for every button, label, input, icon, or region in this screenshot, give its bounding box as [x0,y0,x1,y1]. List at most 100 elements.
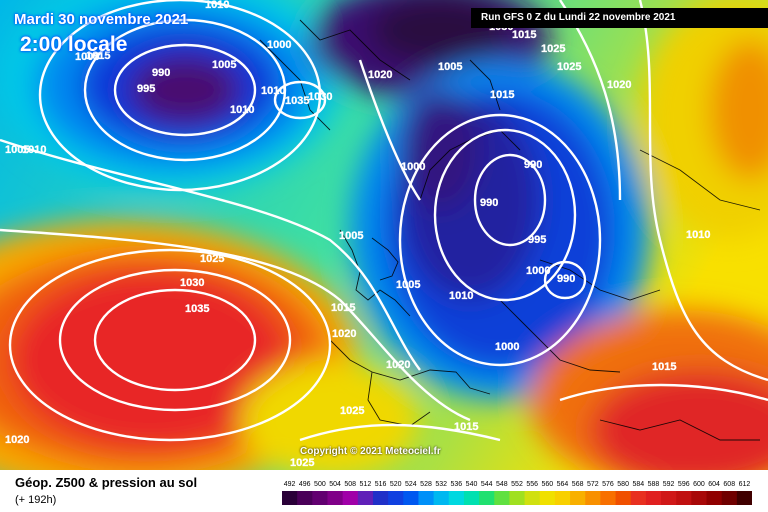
legend-value-label: 504 [329,481,341,488]
legend-swatch [600,491,617,505]
legend-swatch [706,491,723,505]
legend-value-label: 524 [405,481,417,488]
valid-date: Mardi 30 novembre 2021 [14,11,189,28]
legend-swatch [524,491,541,505]
isobar-label: 1005 [5,144,29,156]
isobar-label: 1005 [396,279,420,291]
isobar-label: 1000 [526,265,550,277]
footer-bar: Géop. Z500 & pression au sol (+ 192h) 49… [0,470,768,512]
legend-value-label: 520 [390,481,402,488]
legend-value-label: 596 [678,481,690,488]
legend-swatch [418,491,435,505]
isobar-label: 1035 [185,303,209,315]
isobar-label: 1000 [495,341,519,353]
isobar-label: 1025 [340,405,364,417]
isobar-label: 1000 [401,161,425,173]
local-time: 2:00 locale [20,33,128,56]
isobar-label: 1015 [512,29,536,41]
legend-swatch [721,491,738,505]
isobars [0,0,768,440]
isobar-label: 1020 [5,434,29,446]
legend-swatch [463,491,480,505]
product-title: Géop. Z500 & pression au sol [15,475,198,490]
isobar-label: 990 [152,67,170,79]
legend-value-label: 492 [284,481,296,488]
isobar-label: 1005 [339,230,363,242]
legend-swatch [661,491,677,505]
isobar-label: 1030 [308,91,332,103]
isobar-label: 1015 [454,421,478,433]
isobar-label: 1020 [607,79,631,91]
legend-value-label: 512 [360,481,372,488]
legend-swatch [433,491,450,505]
legend-swatch [615,491,632,505]
legend-swatch [676,491,692,505]
legend-swatch [312,491,328,505]
isobar-label: 1025 [541,43,565,55]
legend-swatch [327,491,344,505]
legend-swatch [539,491,556,505]
legend-value-label: 592 [663,481,675,488]
legend-value-label: 560 [541,481,553,488]
isobar-label: 995 [528,234,546,246]
legend-value-label: 584 [632,481,644,488]
isobar-label: 1025 [290,457,314,469]
isobar-label: 1020 [368,69,392,81]
isobar-label: 1005 [212,59,236,71]
legend-swatch [342,491,359,505]
legend-value-label: 608 [723,481,735,488]
isobar-label: 1010 [22,144,46,156]
isobar-label: 1015 [652,361,676,373]
legend-value-label: 508 [344,481,356,488]
legend-swatch [570,491,586,505]
isobar-label: 995 [137,83,155,95]
legend-value-label: 516 [375,481,387,488]
legend-swatch [554,491,571,505]
legend-value-label: 496 [299,481,311,488]
legend-swatch [691,491,708,505]
isobar-label: 1015 [86,50,110,62]
legend-value-label: 612 [739,481,751,488]
legend-swatch [297,491,313,505]
isobar-label: 1035 [285,95,309,107]
legend-swatch [282,491,298,505]
isobar-label: 1030 [180,277,204,289]
legend-swatch [494,491,510,505]
isobar-label: 990 [557,273,575,285]
legend-value-label: 568 [572,481,584,488]
legend-swatch [479,491,495,505]
isobar-label: 1010 [449,290,473,302]
legend-value-label: 572 [587,481,599,488]
legend-swatch [403,491,419,505]
isobar-label: 1020 [332,328,356,340]
legend-value-label: 564 [557,481,569,488]
isobar-label: 1015 [331,302,355,314]
isobar-label: 1010 [261,85,285,97]
legend-value-label: 580 [617,481,629,488]
legend-swatch [448,491,465,505]
legend-swatch [645,491,662,505]
isobar-label: 1010 [686,229,710,241]
legend-value-label: 500 [314,481,326,488]
isobar-label: 1005 [438,61,462,73]
legend-value-label: 532 [435,481,447,488]
legend-value-label: 536 [451,481,463,488]
legend-value-label: 540 [466,481,478,488]
legend-swatch [372,491,389,505]
legend-value-label: 556 [526,481,538,488]
legend-value-label: 576 [602,481,614,488]
isobar-label: 1000 [267,39,291,51]
legend-value-label: 604 [708,481,720,488]
isobar-label: 990 [524,159,542,171]
legend-value-label: 544 [481,481,493,488]
legend-swatch [388,491,404,505]
legend-value-label: 600 [693,481,705,488]
legend-value-label: 552 [511,481,523,488]
isobar-label: 1025 [557,61,581,73]
isobar-label: 1015 [490,89,514,101]
isobar-label: 990 [480,197,498,209]
legend-swatch [585,491,601,505]
geopotential-map: 1010100010059909951015101010301035102010… [0,0,768,470]
isobar-label: 1010 [230,104,254,116]
